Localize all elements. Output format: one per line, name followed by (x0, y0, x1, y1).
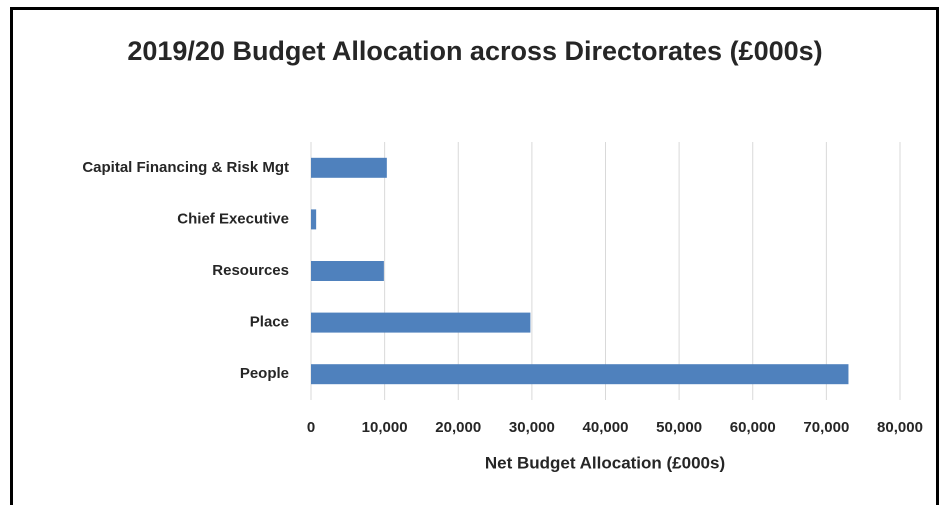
x-tick-label: 60,000 (730, 419, 776, 436)
x-tick-label: 30,000 (509, 419, 555, 436)
x-tick-label: 80,000 (877, 419, 923, 436)
y-tick-label: Chief Executive (177, 210, 289, 227)
bar (311, 312, 531, 333)
bar (311, 261, 384, 281)
bar (311, 157, 387, 178)
bar (311, 209, 317, 230)
x-tick-label: 50,000 (656, 419, 702, 436)
bar (311, 364, 849, 385)
x-tick-label: 0 (307, 419, 315, 436)
y-tick-label: Resources (212, 262, 289, 279)
x-tick-label: 40,000 (583, 419, 629, 436)
y-tick-label: People (240, 365, 289, 382)
chart-title: 2019/20 Budget Allocation across Directo… (127, 36, 823, 66)
y-tick-label: Place (250, 314, 289, 331)
x-tick-label: 20,000 (435, 419, 481, 436)
frame (10, 7, 939, 505)
x-axis-label: Net Budget Allocation (£000s) (485, 453, 725, 472)
x-tick-label: 10,000 (362, 419, 408, 436)
x-tick-label: 70,000 (803, 419, 849, 436)
y-tick-label: Capital Financing & Risk Mgt (82, 159, 289, 176)
